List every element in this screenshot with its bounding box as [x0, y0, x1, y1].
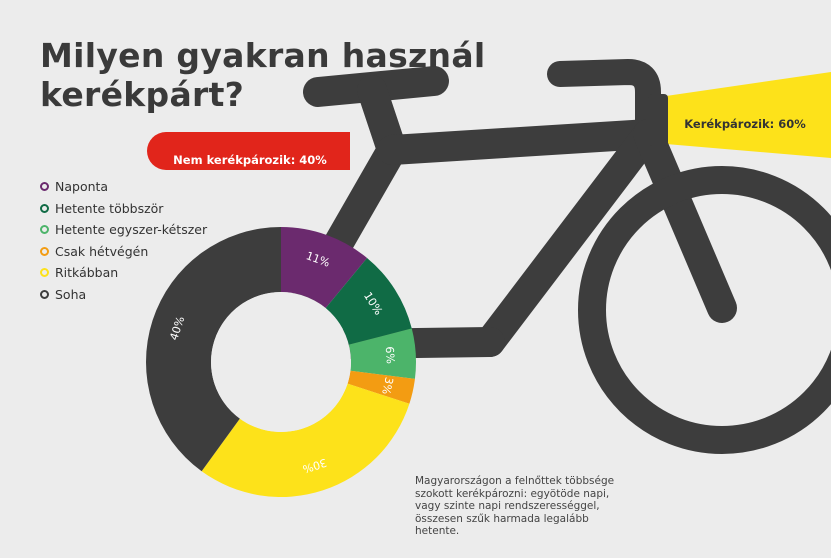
- bicycle-handlebar: [547, 59, 661, 147]
- donut-slice: [146, 227, 281, 472]
- cycling-banner-label: Kerékpározik: 60%: [684, 117, 806, 131]
- donut-slice: [347, 370, 415, 404]
- legend-item-label: Ritkábban: [55, 265, 119, 281]
- donut-slice: [325, 257, 412, 345]
- donut-chart: [146, 227, 416, 497]
- bicycle-down-tube: [475, 119, 663, 357]
- donut-slice-label: 3%: [379, 376, 395, 396]
- donut-hole: [211, 292, 351, 432]
- donut-slice: [348, 328, 416, 379]
- title-line-2: kerékpárt?: [40, 75, 245, 114]
- bicycle-fork: [633, 119, 737, 323]
- explanatory-note: Magyarországon a felnőttek többsége szok…: [415, 475, 615, 537]
- legend-color-dot: [40, 289, 49, 299]
- legend-item: Naponta: [40, 176, 207, 198]
- legend-item-label: Csak hétvégén: [55, 243, 149, 259]
- donut-slice: [281, 227, 368, 309]
- donut-slice-label: 6%: [383, 346, 397, 364]
- legend-color-dot: [40, 182, 49, 192]
- legend-color-dot: [40, 203, 49, 213]
- not-cycling-banner: [147, 132, 350, 170]
- bicycle-front-wheel: [578, 166, 831, 454]
- page-title: Milyen gyakran használ kerékpárt?: [40, 36, 486, 114]
- donut-slice: [201, 383, 410, 497]
- legend-item-label: Hetente többször: [55, 200, 164, 216]
- bicycle-top-tube: [377, 119, 663, 165]
- title-line-1: Milyen gyakran használ: [40, 36, 486, 75]
- legend-item: Csak hétvégén: [40, 241, 207, 263]
- legend-item: Ritkábban: [40, 262, 207, 284]
- legend-item: Soha: [40, 284, 207, 306]
- not-cycling-banner-label: Nem kerékpározik: 40%: [173, 153, 327, 167]
- legend-item-label: Naponta: [55, 179, 109, 195]
- legend-item: Hetente egyszer-kétszer: [40, 219, 207, 241]
- legend-color-dot: [40, 246, 49, 256]
- bicycle-headlight: [648, 94, 668, 146]
- chart-legend: Naponta Hetente többször Hetente egyszer-k…: [40, 176, 207, 305]
- cycling-light-beam: [666, 72, 831, 158]
- legend-item-label: Soha: [55, 286, 87, 302]
- legend-item-label: Hetente egyszer-kétszer: [55, 222, 208, 238]
- legend-item: Hetente többször: [40, 198, 207, 220]
- legend-color-dot: [40, 268, 49, 278]
- legend-color-dot: [40, 225, 49, 235]
